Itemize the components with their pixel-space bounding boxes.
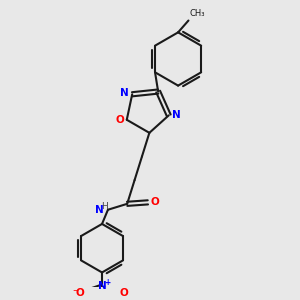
Text: ⁻: ⁻ <box>73 289 78 298</box>
Text: N: N <box>95 205 104 215</box>
Text: N: N <box>98 281 107 291</box>
Text: N: N <box>120 88 129 98</box>
Text: O: O <box>76 289 85 298</box>
Text: O: O <box>115 115 124 125</box>
Text: O: O <box>150 197 159 207</box>
Text: N: N <box>172 110 181 120</box>
Text: +: + <box>104 278 110 287</box>
Text: H: H <box>102 202 108 211</box>
Text: O: O <box>119 289 128 298</box>
Text: CH₃: CH₃ <box>190 9 206 18</box>
